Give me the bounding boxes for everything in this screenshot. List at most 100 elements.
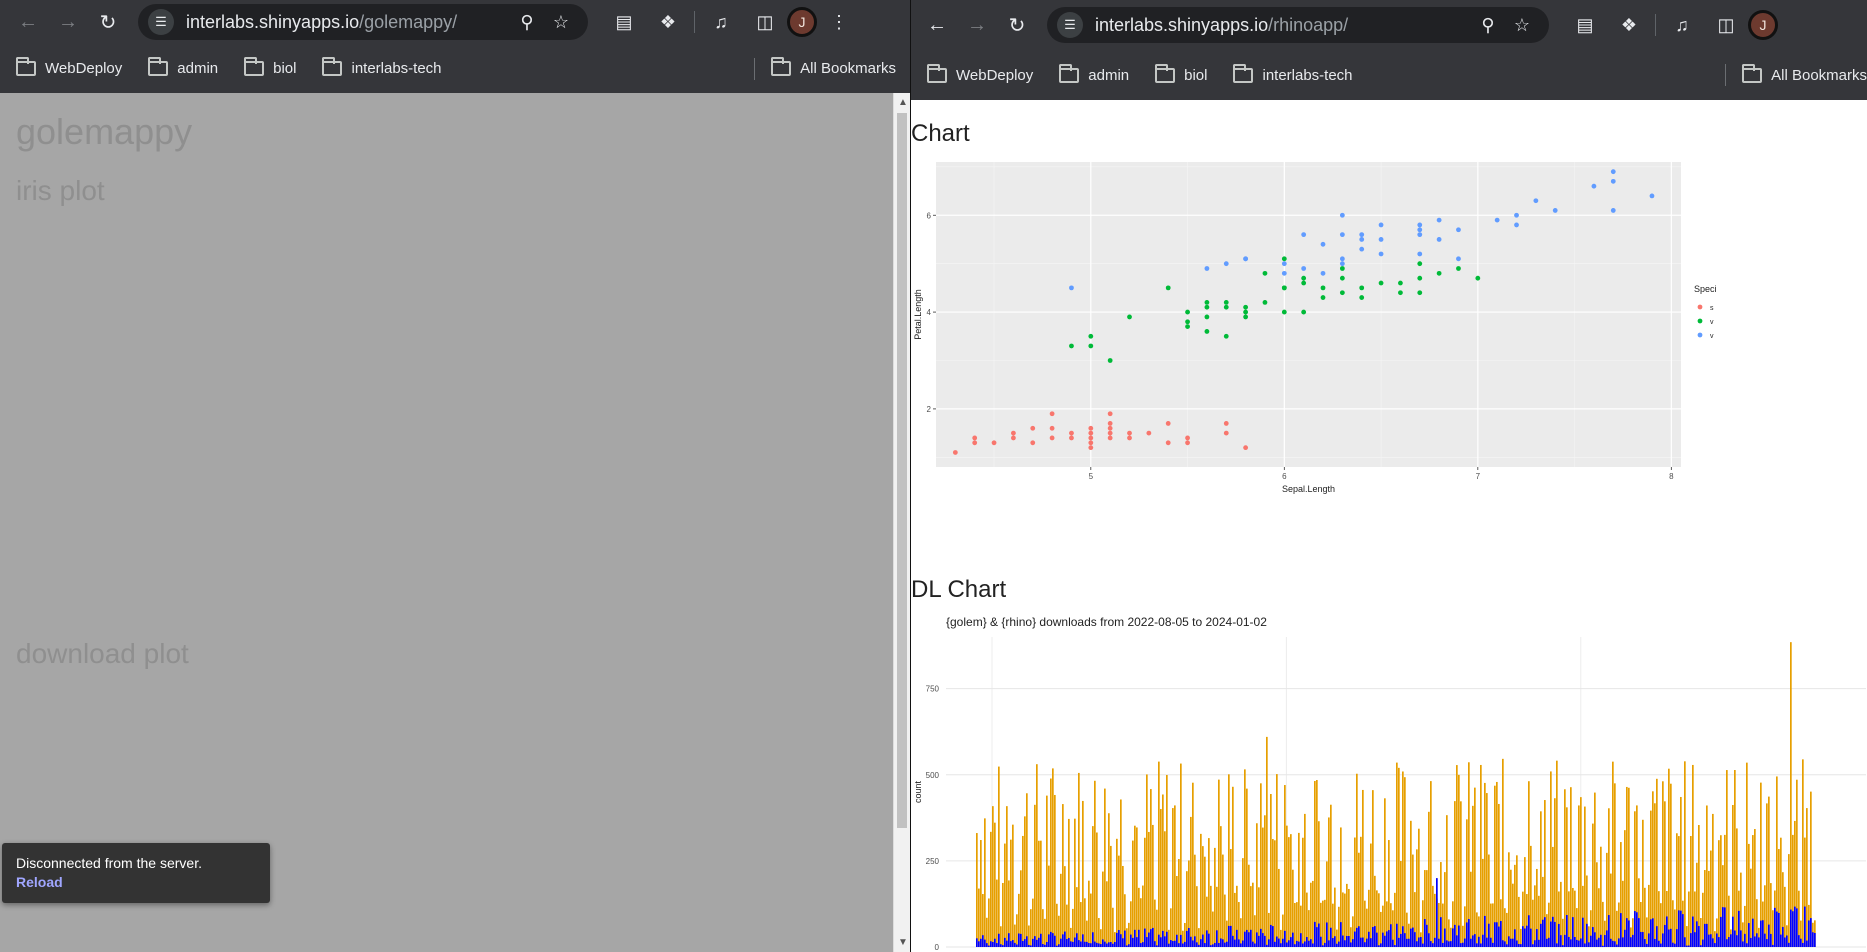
bar-golem xyxy=(1086,920,1088,947)
scroll-up-icon[interactable]: ▲ xyxy=(898,97,908,108)
bar-golem xyxy=(1352,916,1354,947)
profile-avatar[interactable]: J xyxy=(1748,10,1778,40)
side-panel-icon[interactable]: ◫ xyxy=(756,11,774,32)
bar-rhino xyxy=(1280,943,1282,947)
bar-golem xyxy=(1452,901,1454,947)
bar-rhino xyxy=(1646,943,1648,947)
bar-golem xyxy=(978,888,980,947)
bookmark-admin[interactable]: admin xyxy=(1059,63,1129,84)
bar-golem xyxy=(1722,865,1724,947)
back-icon[interactable]: ← xyxy=(18,10,38,33)
bar-rhino xyxy=(1094,941,1096,947)
bar-golem xyxy=(1280,929,1282,947)
data-point xyxy=(1243,445,1249,451)
data-point xyxy=(1320,241,1326,247)
back-icon[interactable]: ← xyxy=(927,13,947,36)
folder-icon xyxy=(16,57,36,76)
bar-rhino xyxy=(1326,922,1328,947)
bar-golem xyxy=(1400,861,1402,947)
bar-golem xyxy=(1484,782,1486,947)
legend-key xyxy=(1697,318,1703,324)
extensions-icon[interactable]: ❖ xyxy=(659,11,677,32)
bookmark-interlabs-tech[interactable]: interlabs-tech xyxy=(1233,63,1353,84)
bar-golem xyxy=(1192,782,1194,947)
data-point xyxy=(1107,421,1113,426)
bar-rhino xyxy=(1450,941,1452,947)
address-bar[interactable]: ☰ interlabs.shinyapps.io/rhinoapp/ ⚲ ☆ xyxy=(1047,7,1549,43)
bar-rhino xyxy=(1436,878,1438,947)
data-point xyxy=(1262,299,1268,305)
reload-link[interactable]: Reload xyxy=(16,874,63,890)
all-bookmarks[interactable]: All Bookmarks xyxy=(1742,63,1867,84)
bar-rhino xyxy=(1306,936,1308,947)
bookmark-star-icon[interactable]: ☆ xyxy=(1513,14,1531,35)
reload-icon[interactable]: ↻ xyxy=(1008,14,1026,37)
zoom-icon[interactable]: ⚲ xyxy=(1481,14,1495,35)
bar-rhino xyxy=(1120,934,1122,947)
profile-avatar[interactable]: J xyxy=(787,7,817,37)
forward-icon[interactable]: → xyxy=(967,13,987,36)
forward-icon[interactable]: → xyxy=(58,10,78,33)
reload-icon[interactable]: ↻ xyxy=(99,11,117,34)
bookmark-admin[interactable]: admin xyxy=(148,57,218,77)
bar-golem xyxy=(1386,901,1388,947)
bar-rhino xyxy=(1070,941,1072,947)
zoom-icon[interactable]: ⚲ xyxy=(520,11,534,32)
bookmark-webdeploy[interactable]: WebDeploy xyxy=(927,63,1033,84)
bar-golem xyxy=(1322,900,1324,947)
site-settings-icon[interactable]: ☰ xyxy=(148,9,174,35)
bar-golem xyxy=(1012,824,1014,947)
bar-rhino xyxy=(1788,942,1790,947)
x-axis-label: Sepal.Length xyxy=(1282,484,1335,494)
bar-golem xyxy=(1704,870,1706,947)
bar-golem xyxy=(1534,885,1536,947)
bookmark-star-icon[interactable]: ☆ xyxy=(552,11,570,32)
bar-golem xyxy=(1772,910,1774,947)
bookmark-biol[interactable]: biol xyxy=(1155,63,1207,84)
bar-rhino xyxy=(1232,935,1234,947)
bar-golem xyxy=(1188,860,1190,947)
extensions-icon[interactable]: ❖ xyxy=(1620,14,1638,35)
site-settings-icon[interactable]: ☰ xyxy=(1057,12,1083,38)
data-point xyxy=(1069,435,1074,441)
bar-rhino xyxy=(1238,939,1240,947)
bar-golem xyxy=(1230,849,1232,947)
bar-rhino xyxy=(1098,943,1100,947)
page-icon[interactable]: ▤ xyxy=(615,11,633,32)
media-icon[interactable]: ♫ xyxy=(714,11,728,32)
data-point xyxy=(1417,290,1423,296)
page-icon[interactable]: ▤ xyxy=(1576,14,1594,35)
bar-golem xyxy=(1744,905,1746,947)
bar-rhino xyxy=(1356,927,1358,947)
bar-golem xyxy=(1798,890,1800,947)
side-panel-icon[interactable]: ◫ xyxy=(1717,14,1735,35)
menu-icon[interactable]: ⋮ xyxy=(830,11,848,32)
bar-golem xyxy=(1244,769,1246,947)
bookmark-biol[interactable]: biol xyxy=(244,57,296,77)
bookmark-webdeploy[interactable]: WebDeploy xyxy=(16,57,122,77)
data-point xyxy=(952,450,958,455)
bar-golem xyxy=(1418,828,1420,947)
bar-rhino xyxy=(1126,945,1128,947)
bar-rhino xyxy=(1228,925,1230,947)
bar-rhino xyxy=(1704,923,1706,947)
bar-rhino xyxy=(1698,926,1700,947)
bar-golem xyxy=(1652,791,1654,947)
bar-golem xyxy=(1168,929,1170,947)
bar-golem xyxy=(1770,883,1772,947)
scrollbar-thumb[interactable] xyxy=(897,113,907,828)
bar-golem xyxy=(1432,885,1434,947)
bar-rhino xyxy=(1174,940,1176,947)
bar-rhino xyxy=(1184,941,1186,947)
address-bar[interactable]: ☰ interlabs.shinyapps.io/golemappy/ ⚲ ☆ xyxy=(138,4,588,40)
all-bookmarks[interactable]: All Bookmarks xyxy=(771,57,896,77)
scroll-down-icon[interactable]: ▼ xyxy=(898,937,908,948)
page-scrollbar[interactable]: ▲ ▼ xyxy=(893,93,910,952)
bar-rhino xyxy=(1190,936,1192,947)
bar-rhino xyxy=(1648,933,1650,947)
media-icon[interactable]: ♫ xyxy=(1675,14,1689,35)
bar-rhino xyxy=(1692,916,1694,947)
bar-rhino xyxy=(1092,932,1094,947)
data-point xyxy=(1378,251,1384,257)
bookmark-interlabs-tech[interactable]: interlabs-tech xyxy=(322,57,442,77)
